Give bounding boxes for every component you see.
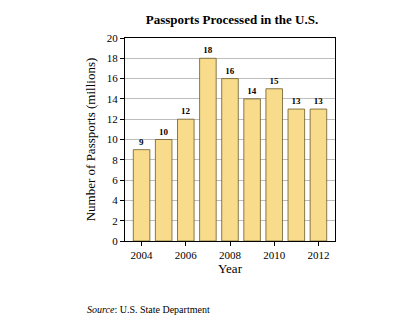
svg-text:0: 0: [112, 235, 118, 247]
svg-text:10: 10: [107, 133, 119, 145]
svg-text:18: 18: [203, 45, 213, 55]
svg-text:Passports Processed in the U.S: Passports Processed in the U.S.: [146, 12, 318, 27]
svg-text:13: 13: [314, 96, 324, 106]
svg-text:15: 15: [269, 76, 279, 86]
svg-text:12: 12: [181, 106, 191, 116]
svg-text:16: 16: [225, 66, 235, 76]
svg-text:2006: 2006: [175, 249, 198, 261]
svg-text:2010: 2010: [263, 249, 286, 261]
svg-text:2012: 2012: [307, 249, 329, 261]
svg-text:4: 4: [112, 194, 118, 206]
svg-text:20: 20: [107, 32, 119, 44]
svg-text:10: 10: [159, 127, 169, 137]
svg-text:16: 16: [107, 72, 119, 84]
svg-text:6: 6: [112, 174, 118, 186]
svg-text:Number of Passports (millions): Number of Passports (millions): [83, 58, 98, 222]
svg-text:13: 13: [292, 96, 302, 106]
svg-text:8: 8: [112, 154, 118, 166]
svg-text:14: 14: [107, 93, 119, 105]
svg-text:14: 14: [247, 86, 257, 96]
svg-text:2008: 2008: [219, 249, 242, 261]
svg-text:9: 9: [139, 137, 144, 147]
svg-text:12: 12: [107, 113, 118, 125]
svg-text:2: 2: [112, 215, 118, 227]
svg-text:Source: U.S. State Department: Source: U.S. State Department: [87, 304, 210, 315]
svg-text:2004: 2004: [131, 249, 154, 261]
svg-text:18: 18: [107, 52, 119, 64]
svg-text:Year: Year: [218, 261, 243, 276]
